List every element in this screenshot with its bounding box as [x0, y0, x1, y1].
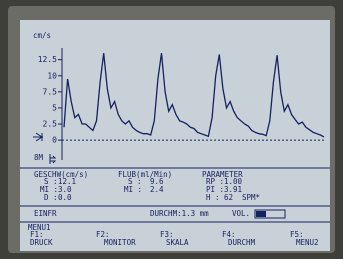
display: 12.5 10 7.5 5 2.5 0	[0, 0, 343, 259]
key-label[interactable]: SKALA	[166, 239, 189, 247]
y-label: cm/s	[33, 32, 51, 40]
row-label: H :	[206, 194, 220, 202]
page: 12.5107.552.50 cm/s 8M GESCHW(cm/s) S : …	[0, 0, 343, 259]
mode: EINFR	[34, 210, 57, 218]
diameter: DURCHM:1.3 mm	[150, 210, 209, 218]
row-label: MI :	[124, 186, 142, 194]
y-tick-label: 10	[47, 71, 57, 80]
volume-level	[256, 211, 266, 217]
key-label[interactable]: MENU2	[296, 239, 319, 247]
probe-icon	[33, 133, 43, 141]
marker-label: 8M	[34, 154, 43, 162]
direction-icon	[50, 154, 55, 164]
waveform-trace	[64, 53, 324, 137]
row-value: 2.4	[150, 186, 164, 194]
group-title: FLUB(ml/Min)	[118, 171, 172, 179]
y-tick-label: 12.5	[38, 55, 57, 64]
y-tick-label: 7.5	[43, 87, 58, 96]
y-tick-label: 5	[52, 103, 57, 112]
row-value: 0.0	[58, 194, 72, 202]
volume-label: VOL.	[232, 210, 250, 218]
row-label: D :	[44, 194, 58, 202]
row-value: 62	[224, 194, 233, 202]
row-unit: SPM*	[242, 194, 260, 202]
key-label[interactable]: MONITOR	[104, 239, 136, 247]
y-tick-label: 0	[52, 136, 57, 145]
key-label[interactable]: DRUCK	[30, 239, 53, 247]
key-label[interactable]: DURCHM	[228, 239, 255, 247]
y-tick-label: 2.5	[43, 120, 58, 129]
